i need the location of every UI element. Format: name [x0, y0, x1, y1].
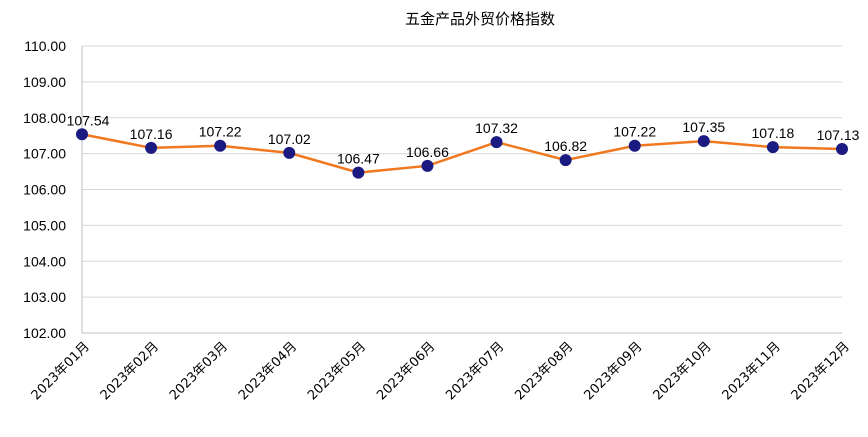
y-tick-label: 108.00	[23, 110, 66, 126]
y-tick-label: 102.00	[23, 325, 66, 341]
data-point	[628, 139, 641, 152]
y-tick-label: 109.00	[23, 74, 66, 90]
data-label: 107.22	[199, 124, 242, 140]
data-points	[76, 128, 848, 179]
x-tick-label: 2023年02月	[98, 339, 162, 403]
x-axis-ticks: 2023年01月 2023年02月 2023年03月 2023年04月 2023年05月…	[29, 339, 853, 403]
data-point	[559, 154, 572, 167]
data-point	[697, 135, 710, 148]
data-point	[145, 141, 158, 154]
x-tick-label: 2023年05月	[305, 339, 369, 403]
x-tick-label: 2023年03月	[167, 339, 231, 403]
x-tick-label: 2023年12月	[789, 339, 853, 403]
data-point	[421, 159, 434, 172]
data-label: 107.16	[130, 126, 173, 142]
x-tick-label: 2023年01月	[29, 339, 93, 403]
y-tick-label: 103.00	[23, 289, 66, 305]
chart-title: 五金产品外贸价格指数	[405, 10, 555, 28]
x-tick-label: 2023年08月	[512, 339, 576, 403]
data-point	[766, 141, 779, 154]
series-line-layer	[81, 133, 843, 174]
series-line	[81, 133, 843, 174]
gridlines	[81, 45, 842, 334]
data-label: 107.02	[268, 131, 311, 147]
y-tick-label: 106.00	[23, 182, 66, 198]
x-tick-label: 2023年11月	[720, 339, 784, 403]
x-tick-label: 2023年06月	[374, 339, 438, 403]
x-tick-label: 2023年10月	[651, 339, 715, 403]
data-label: 106.47	[337, 151, 380, 167]
data-point	[214, 139, 227, 152]
y-tick-label: 105.00	[23, 217, 66, 233]
data-point	[836, 142, 848, 155]
x-tick-label: 2023年07月	[443, 339, 507, 403]
x-tick-label: 2023年09月	[581, 339, 645, 403]
data-point	[490, 136, 503, 149]
y-tick-label: 104.00	[23, 253, 66, 269]
data-label: 106.82	[544, 138, 587, 154]
data-point	[352, 166, 365, 179]
data-label: 107.22	[613, 124, 656, 140]
data-label: 107.54	[67, 112, 110, 128]
data-label: 107.18	[751, 125, 794, 141]
data-label: 107.32	[475, 120, 518, 136]
data-label: 107.13	[817, 127, 860, 143]
x-tick-label: 2023年04月	[236, 339, 300, 403]
y-axis-ticks: 102.00 103.00 104.00 105.00 106.00 107.00 108.…	[23, 38, 66, 341]
data-labels: 107.54 107.16 107.22 107.02 106.47 106.66 107.…	[67, 112, 860, 166]
data-label: 107.35	[682, 119, 725, 135]
data-point	[76, 128, 88, 141]
data-point	[283, 146, 296, 159]
y-tick-label: 107.00	[23, 146, 66, 162]
data-label: 106.66	[406, 144, 449, 160]
y-tick-label: 110.00	[24, 38, 66, 54]
